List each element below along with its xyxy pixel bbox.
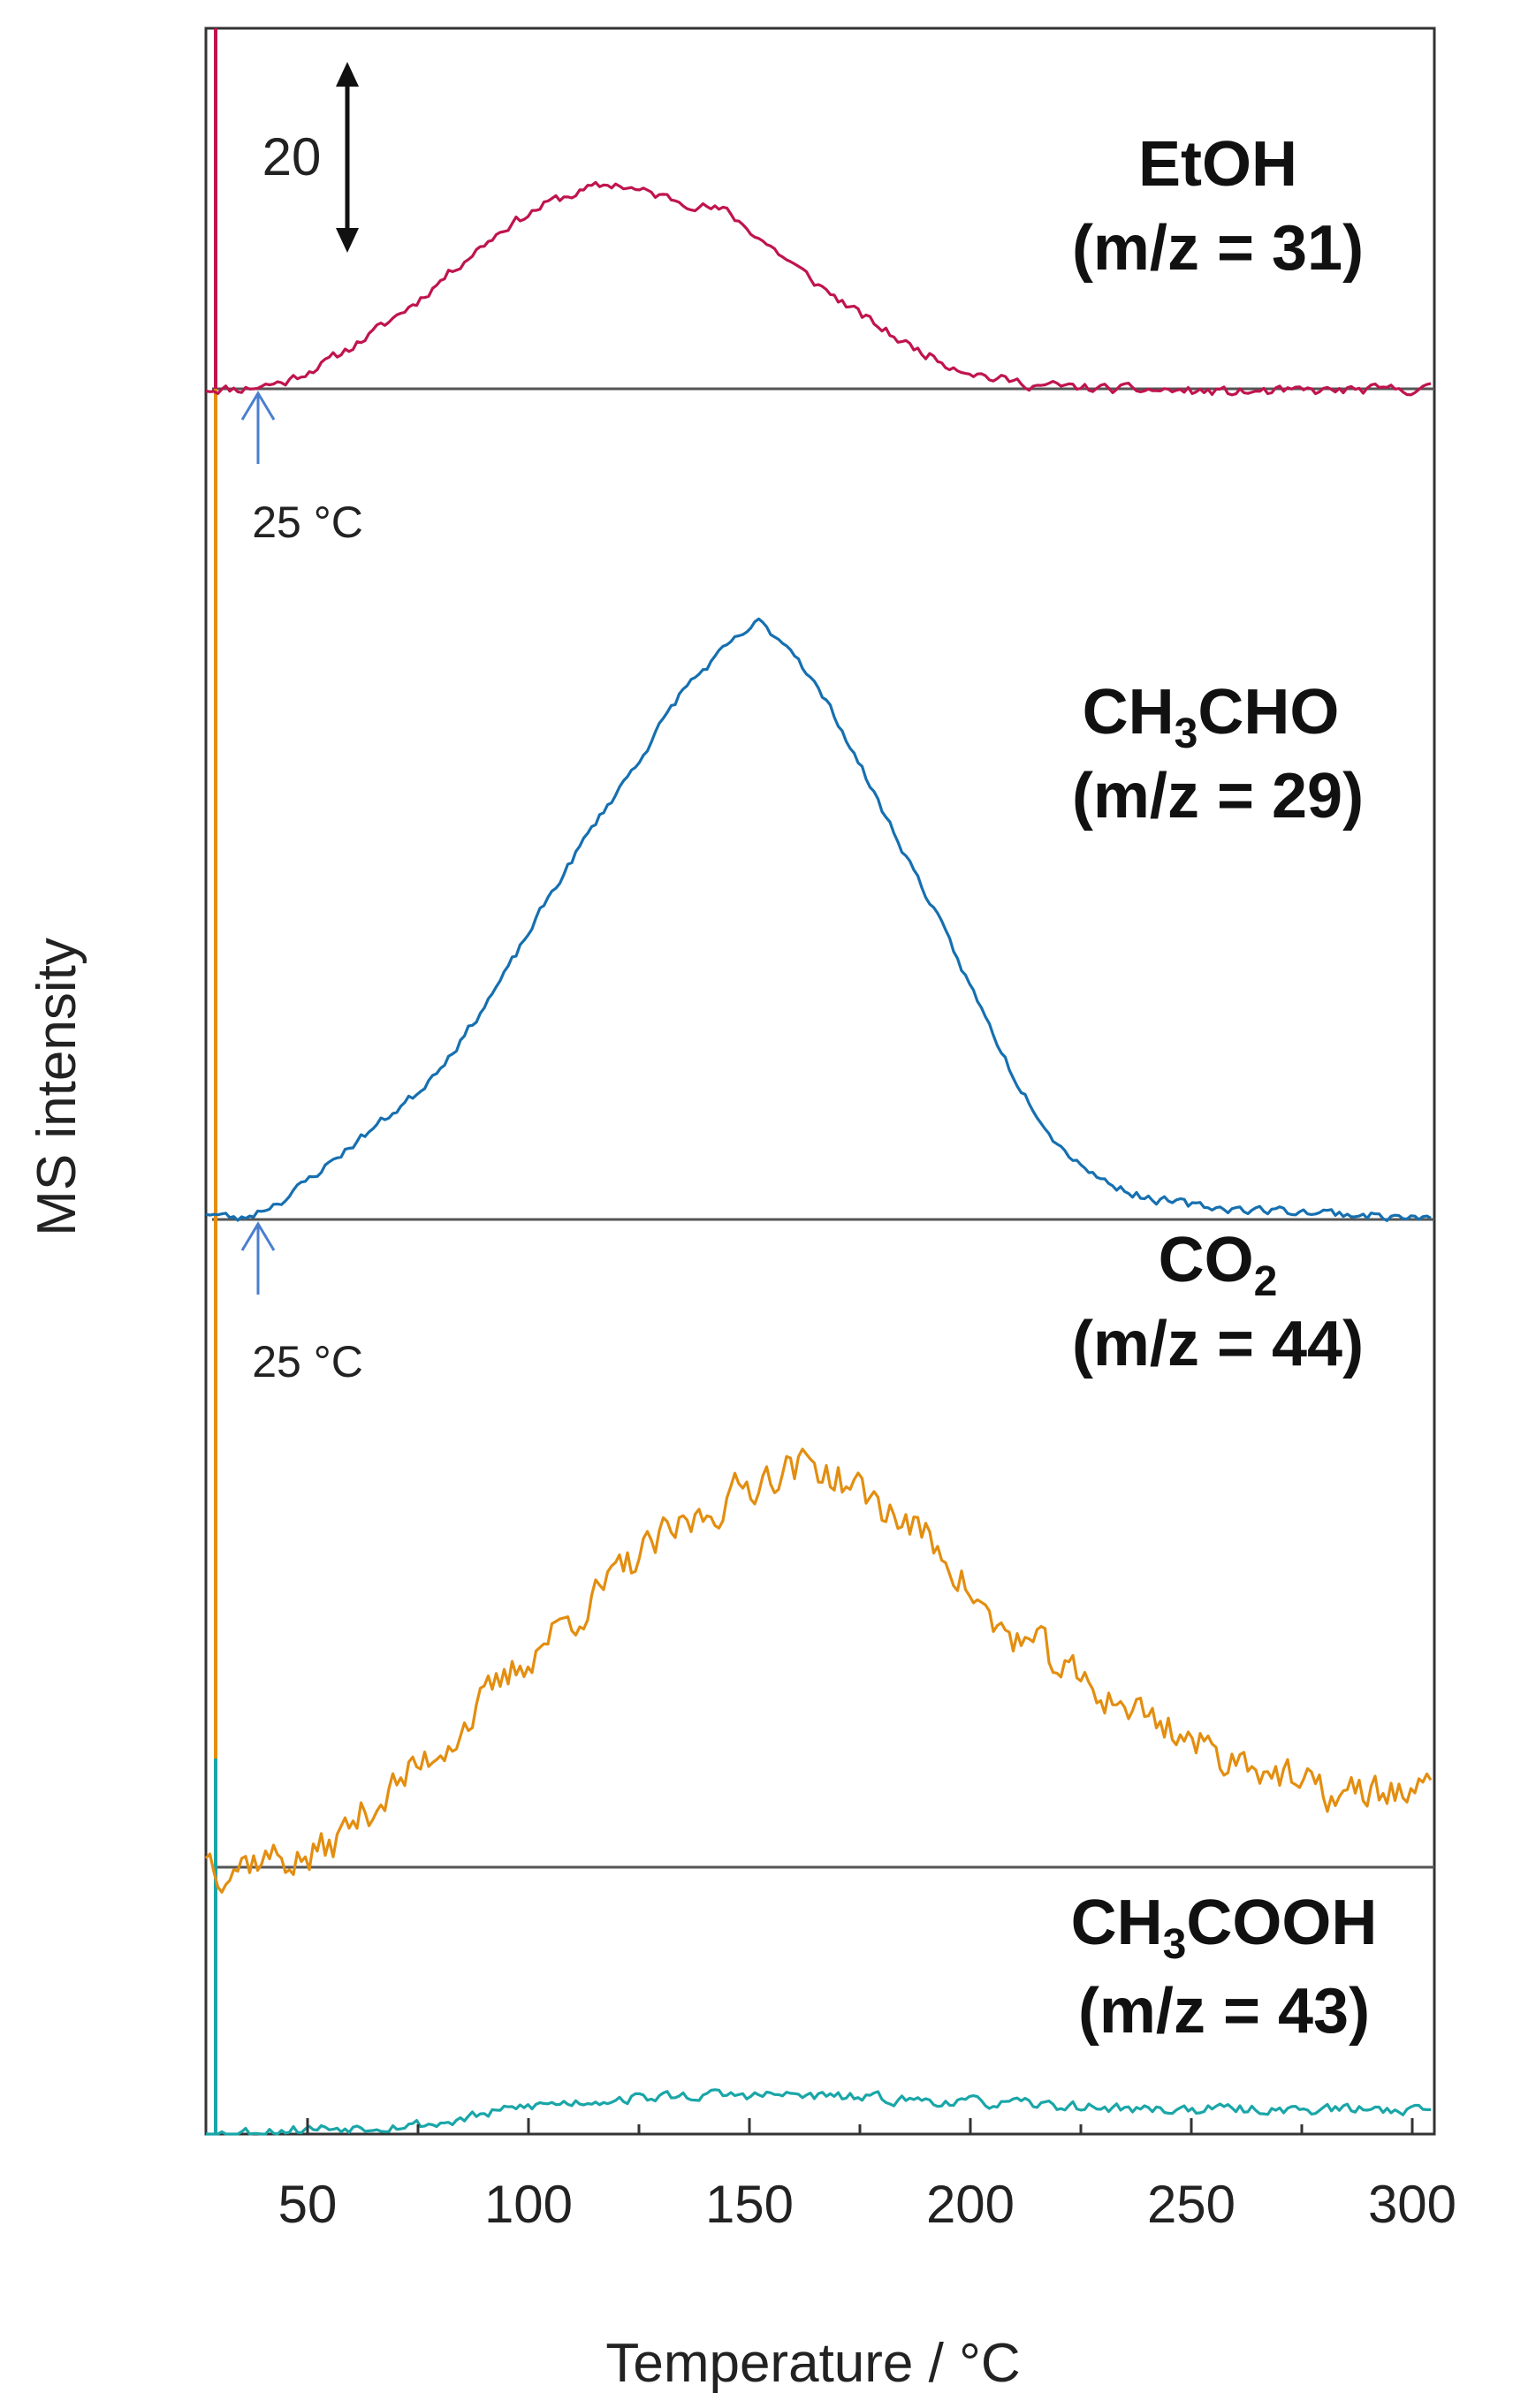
x-tick-label-100: 100 — [484, 2175, 573, 2234]
series-line-co2 — [204, 1447, 1433, 1894]
marker-25c-ch3cho-arrowhead — [240, 1221, 276, 1251]
x-tick-label-250: 250 — [1147, 2175, 1235, 2234]
scale-bar-value: 20 — [262, 127, 322, 186]
scale-bar-arrow-down — [336, 228, 359, 253]
label-etoh-mz: (m/z = 31) — [1072, 213, 1364, 284]
plot-frame — [204, 27, 1436, 2136]
label-co2-mz: (m/z = 44) — [1072, 1309, 1364, 1379]
series-line-ch3cooh — [206, 2088, 1431, 2136]
scale-bar-arrow-up — [336, 62, 359, 87]
label-ch3cho-mz: (m/z = 29) — [1072, 761, 1364, 832]
label-etoh-name: EtOH — [1138, 129, 1297, 200]
marker-25c-etoh-label: 25 °C — [252, 498, 363, 547]
x-axis-title: Temperature / °C — [605, 2333, 1020, 2394]
marker-25c-etoh-arrowhead — [240, 391, 276, 421]
label-ch3cho-name: CH3CHO — [1083, 677, 1340, 757]
series-line-etoh — [205, 180, 1432, 397]
x-tick-label-300: 300 — [1368, 2175, 1456, 2234]
x-tick-label-200: 200 — [926, 2175, 1015, 2234]
y-axis-title: MS intensity — [27, 938, 87, 1236]
x-tick-label-150: 150 — [705, 2175, 794, 2234]
x-tick-label-50: 50 — [278, 2175, 338, 2234]
x-axis: 50 100 150 200 250 300 — [278, 2118, 1456, 2234]
label-ch3cooh-name: CH3COOH — [1071, 1888, 1378, 1968]
marker-25c-ch3cho-label: 25 °C — [252, 1337, 363, 1386]
label-co2-name: CO2 — [1159, 1225, 1278, 1305]
series-line-ch3cho — [205, 617, 1432, 1222]
label-ch3cooh-mz: (m/z = 43) — [1078, 1976, 1370, 2047]
